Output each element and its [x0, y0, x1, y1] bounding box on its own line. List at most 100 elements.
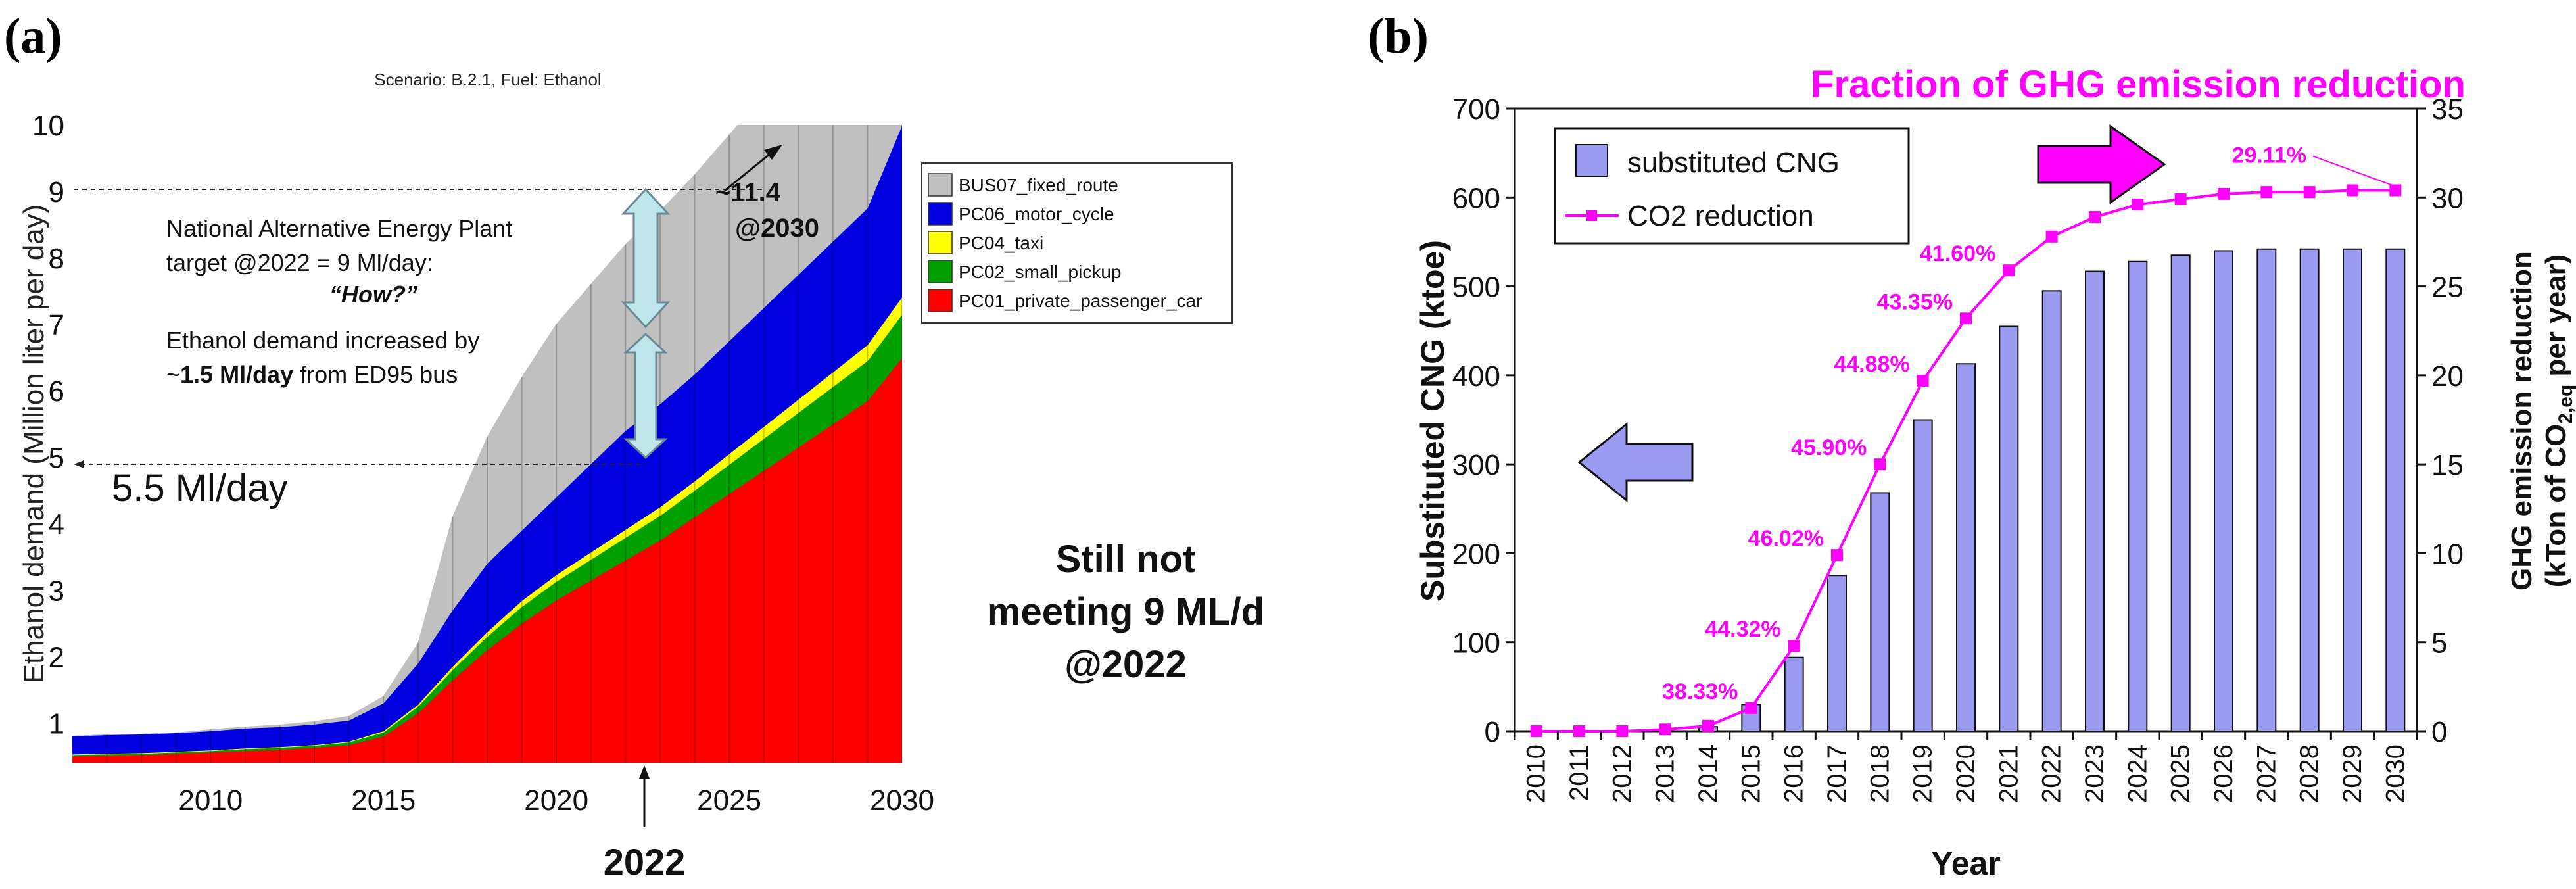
chart-a-legend: BUS07_fixed_route PC06_motor_cycle PC04_ta…: [921, 162, 1233, 324]
x-tick-label-2026: 2026: [2209, 744, 2238, 803]
chart-b-title: Fraction of GHG emission reduction: [1811, 63, 2466, 106]
y-tick-label-6: 6: [49, 375, 64, 408]
x-tick-label-2021: 2021: [1994, 744, 2023, 803]
legend-swatch-bars: [1575, 144, 1608, 177]
x-tick-label-2010: 2010: [178, 784, 243, 817]
chart-b-xlabel: Year: [1931, 845, 2001, 882]
bar-2027: [2256, 248, 2277, 733]
x-tick-label-2030: 2030: [2381, 744, 2410, 803]
projection-year: @2030: [735, 214, 819, 243]
x-tick-label-2025: 2025: [697, 784, 761, 817]
legend-swatch-bus07-fixed-route: [928, 173, 953, 197]
bar-2018: [1870, 492, 1890, 732]
y-tick-label-200: 200: [1452, 538, 1500, 570]
y-tick-label-5: 5: [49, 442, 64, 474]
y2-tick-label-5: 5: [2431, 627, 2447, 660]
data-label-2017: 46.02%: [1748, 526, 1824, 551]
co2-point-2023: [2089, 211, 2101, 224]
y-tick-label-0: 0: [1485, 716, 1500, 748]
x-tick-label-2013: 2013: [1651, 744, 1680, 803]
legend-label-pc02-small-pickup: PC02_small_pickup: [959, 262, 1121, 282]
bar-2021: [1999, 325, 2019, 732]
plant-target-line2: target @2022 = 9 Ml/day:: [166, 249, 433, 276]
co2-point-2021: [2003, 264, 2015, 277]
x-tick-label-2019: 2019: [1909, 744, 1938, 803]
co2-point-2022: [2045, 230, 2058, 243]
co2-point-2025: [2174, 193, 2187, 205]
projection-value: ~11.4: [715, 178, 781, 207]
year-2022-marker-label: 2022: [604, 841, 686, 882]
y2-tick-label-10: 10: [2431, 538, 2464, 570]
x-tick-label-2022: 2022: [2038, 744, 2066, 803]
x-tick-label-2025: 2025: [2166, 744, 2195, 803]
y2-tick-label-15: 15: [2431, 449, 2464, 481]
projection-arrow-line: [724, 153, 770, 192]
legend-swatch-pc02-small-pickup: [928, 260, 953, 283]
y-tick-label-8: 8: [49, 243, 64, 275]
panel-b: (b) Fraction of GHG emission reduction 3…: [1368, 9, 2576, 882]
co2-point-2017: [1831, 549, 1843, 562]
x-tick-label-2018: 2018: [1865, 744, 1894, 803]
panel-a: (a) Scenario: B.2.1, Fuel: Ethanol 1 2 3 4 5…: [4, 9, 1264, 882]
panel-a-label: (a): [4, 9, 62, 64]
y2-tick-label-35: 35: [2431, 93, 2464, 126]
right-axis-arrow: [2037, 124, 2166, 204]
y2-tick-label-20: 20: [2431, 360, 2464, 393]
current-arrowhead: [74, 460, 84, 468]
bar-2017: [1827, 575, 1847, 732]
legend-label-pc01-private-passenger-car: PC01_private_passenger_car: [959, 291, 1202, 311]
y-tick-label-2: 2: [49, 641, 64, 673]
y-tick-label-600: 600: [1452, 182, 1500, 214]
x-tick-label-2015: 2015: [351, 784, 416, 817]
bar-2029: [2343, 248, 2362, 733]
x-tick-label-2023: 2023: [2080, 744, 2109, 803]
y-tick-label-4: 4: [49, 508, 64, 541]
x-tick-label-2027: 2027: [2252, 744, 2281, 803]
gap-double-arrow-upper: [621, 187, 671, 329]
side-note-line2: meeting 9 ML/d: [987, 590, 1264, 633]
bar-2028: [2299, 248, 2320, 733]
year-2022-marker-arrowhead: [639, 765, 650, 779]
co2-point-2028: [2303, 186, 2316, 199]
data-label-2020: 43.35%: [1877, 289, 1953, 314]
data-label-2015: 38.33%: [1662, 679, 1738, 704]
co2-point-2018: [1874, 458, 1886, 471]
legend-label-bus07-fixed-route: BUS07_fixed_route: [959, 175, 1118, 195]
y2-tick-label-0: 0: [2431, 716, 2447, 748]
co2-point-2030: [2389, 184, 2402, 197]
y-tick-label-100: 100: [1452, 627, 1500, 660]
demand-increase-line1: Ethanol demand increased by: [166, 327, 479, 354]
legend-swatch-pc01-private-passenger-car: [928, 289, 953, 312]
bar-2030: [2385, 248, 2406, 733]
x-tick-label-2011: 2011: [1565, 744, 1594, 801]
x-tick-label-2010: 2010: [1522, 744, 1551, 803]
co2-point-2012: [1616, 725, 1629, 737]
bar-2022: [2041, 290, 2062, 733]
side-note-line1: Still not: [1056, 538, 1196, 581]
plant-target-line1: National Alternative Energy Plant: [166, 215, 512, 242]
y-tick-label-700: 700: [1452, 93, 1500, 126]
bar-2023: [2085, 270, 2105, 732]
legend-swatch-pc06-motor-cycle: [928, 202, 953, 226]
y-tick-label-3: 3: [49, 575, 64, 607]
bar-2024: [2128, 260, 2148, 733]
y2-tick-label-25: 25: [2431, 272, 2464, 304]
co2-point-2026: [2218, 187, 2230, 200]
x-tick-label-2030: 2030: [870, 784, 934, 817]
y-tick-label-1: 1: [49, 708, 64, 740]
data-label-2018: 45.90%: [1791, 435, 1867, 460]
bar-2019: [1913, 419, 1933, 732]
x-tick-label-2028: 2028: [2295, 744, 2324, 803]
data-label-2019: 44.88%: [1834, 352, 1909, 377]
gap-double-arrow-lower: [623, 332, 668, 460]
co2-point-2011: [1573, 725, 1585, 737]
bar-2026: [2214, 250, 2233, 732]
data-label-2029: 29.11%: [2232, 143, 2306, 168]
chart-b-y2label-line2: (kTon of CO2,eq per year): [2540, 254, 2576, 588]
bar-2025: [2170, 254, 2191, 732]
co2-point-2027: [2260, 186, 2273, 199]
legend-label-pc06-motor-cycle: PC06_motor_cycle: [959, 204, 1114, 224]
how-question: “How?”: [329, 281, 417, 308]
projection-arrowhead: [764, 145, 782, 160]
y-tick-label-7: 7: [49, 309, 64, 341]
